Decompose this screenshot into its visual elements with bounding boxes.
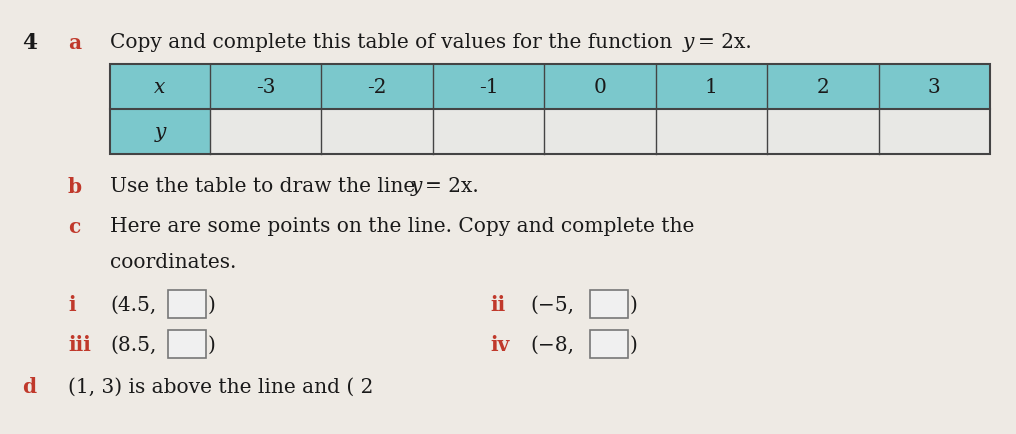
- Text: 0: 0: [593, 78, 607, 97]
- Text: y: y: [683, 33, 694, 53]
- Bar: [590, 290, 628, 318]
- Text: ): ): [630, 295, 638, 314]
- Text: iii: iii: [68, 334, 90, 354]
- Text: (4.5,: (4.5,: [110, 295, 156, 314]
- Text: a: a: [68, 33, 81, 53]
- Text: 3: 3: [928, 78, 941, 97]
- Text: -1: -1: [479, 78, 499, 97]
- Bar: [210, 110, 990, 155]
- Text: -3: -3: [256, 78, 275, 97]
- Text: (−5,: (−5,: [530, 295, 574, 314]
- Text: = 2x.: = 2x.: [421, 177, 479, 196]
- Text: y: y: [411, 177, 423, 196]
- Text: = 2x.: = 2x.: [694, 33, 752, 53]
- Bar: [110, 65, 990, 110]
- Text: Copy and complete this table of values for the function: Copy and complete this table of values f…: [110, 33, 679, 53]
- Text: d: d: [22, 376, 37, 396]
- Bar: [590, 330, 628, 358]
- Text: y: y: [154, 123, 166, 141]
- Bar: [168, 330, 206, 358]
- Text: ): ): [630, 335, 638, 354]
- Text: (8.5,: (8.5,: [110, 335, 156, 354]
- Bar: [168, 290, 206, 318]
- Text: Use the table to draw the line: Use the table to draw the line: [110, 177, 422, 196]
- Text: c: c: [68, 217, 80, 237]
- Text: b: b: [68, 177, 82, 197]
- Text: 2: 2: [817, 78, 829, 97]
- Text: -2: -2: [368, 78, 387, 97]
- Text: coordinates.: coordinates.: [110, 253, 237, 272]
- Text: x: x: [154, 78, 166, 97]
- Text: 1: 1: [705, 78, 718, 97]
- Text: i: i: [68, 294, 75, 314]
- Text: 4: 4: [22, 32, 37, 54]
- Text: ): ): [208, 335, 215, 354]
- Text: (1, 3) is above the line and ( 2: (1, 3) is above the line and ( 2: [68, 377, 373, 395]
- Text: (−8,: (−8,: [530, 335, 574, 354]
- Text: ii: ii: [490, 294, 505, 314]
- Bar: [110, 65, 990, 155]
- Text: Here are some points on the line. Copy and complete the: Here are some points on the line. Copy a…: [110, 217, 694, 236]
- Text: ): ): [208, 295, 215, 314]
- Text: iv: iv: [490, 334, 509, 354]
- Bar: [110, 110, 210, 155]
